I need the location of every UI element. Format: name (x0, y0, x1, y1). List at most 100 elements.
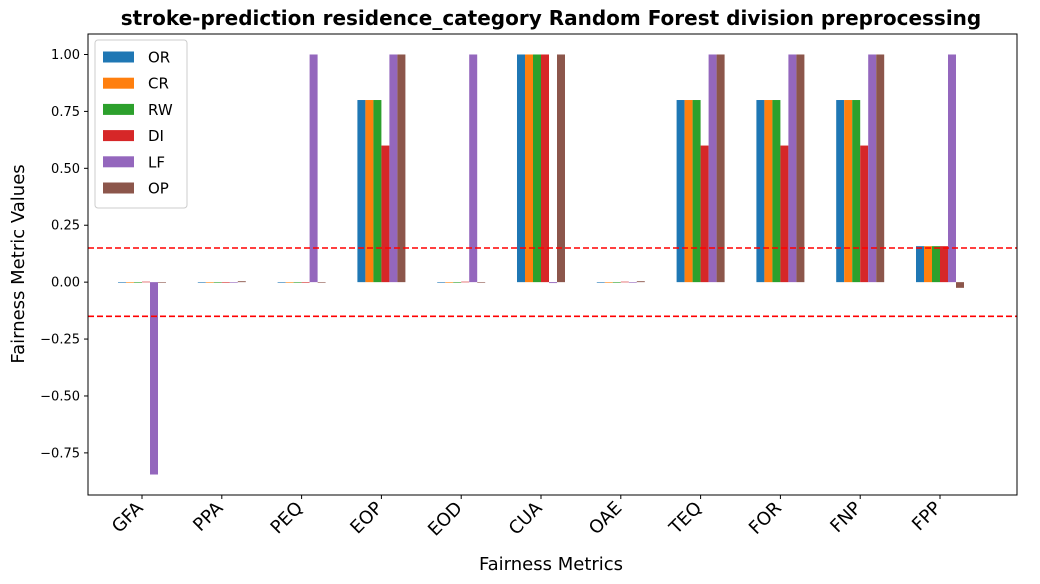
plot-area (88, 54, 1017, 475)
y-tick-label: 1.00 (51, 48, 80, 63)
bar-or-fpp (916, 246, 924, 283)
y-tick-label: −0.25 (40, 333, 80, 348)
x-tick-label-for: FOR (745, 498, 786, 539)
legend-label-rw: RW (148, 101, 173, 119)
bar-di-cua (541, 54, 549, 283)
bar-op-eod (477, 282, 486, 283)
legend-label-lf: LF (148, 153, 165, 171)
y-tick-label: −0.50 (40, 389, 80, 404)
bar-op-fpp (956, 282, 964, 288)
x-tick-label-gfa: GFA (108, 497, 148, 537)
bar-cr-fnp (844, 100, 853, 283)
legend-label-di: DI (148, 127, 164, 145)
bar-di-teq (700, 145, 709, 283)
x-tick-label-eod: EOD (424, 498, 467, 541)
bar-op-for (796, 54, 805, 283)
bar-rw-gfa (134, 282, 142, 283)
bar-op-cua (557, 54, 565, 283)
bar-di-peq (301, 282, 310, 283)
x-tick-label-eop: EOP (346, 498, 387, 539)
plot-frame (87, 33, 1018, 496)
bar-rw-cua (533, 54, 541, 283)
x-tick-label-fnp: FNP (826, 498, 865, 537)
legend-label-or: OR (148, 49, 170, 67)
bar-or-cua (517, 54, 525, 283)
bar-rw-fpp (932, 246, 940, 283)
bar-cr-fpp (924, 246, 932, 283)
legend-swatch-di (103, 130, 134, 142)
bar-cr-ppa (205, 282, 214, 283)
bar-lf-gfa (150, 282, 158, 475)
bar-di-fpp (940, 246, 948, 283)
x-tick-label-ppa: PPA (189, 497, 228, 536)
bar-lf-ppa (229, 282, 238, 283)
bar-lf-fpp (948, 54, 956, 283)
legend-swatch-rw (103, 103, 134, 115)
x-tick-label-peq: PEQ (267, 498, 308, 539)
bar-cr-oae (604, 282, 613, 283)
bar-lf-teq (708, 54, 717, 283)
bar-rw-fnp (852, 100, 861, 283)
bar-di-fnp (860, 145, 869, 283)
bar-rw-eod (453, 282, 462, 283)
y-axis-label: Fairness Metric Values (8, 164, 29, 363)
bar-or-ppa (197, 282, 206, 283)
bar-or-peq (277, 282, 286, 283)
bar-cr-eop (365, 100, 374, 283)
legend-swatch-or (103, 51, 134, 63)
bar-rw-for (772, 100, 781, 283)
legend-swatch-lf (103, 156, 134, 168)
bar-cr-peq (285, 282, 294, 283)
bar-lf-oae (628, 282, 637, 283)
bar-op-gfa (158, 282, 166, 283)
y-tick-label: 0.75 (51, 105, 80, 120)
legend-label-cr: CR (148, 75, 169, 93)
bar-cr-gfa (126, 282, 134, 283)
legend: OR CR RW DI LF OP (94, 39, 188, 209)
bar-lf-eod (469, 54, 478, 283)
bar-op-fnp (876, 54, 885, 283)
bar-di-eop (381, 145, 390, 283)
x-axis: GFA PPA PEQ EOP EOD CUA OAE TEQ FOR FNP FPP (108, 495, 946, 540)
legend-label-op: OP (148, 180, 169, 198)
bar-or-teq (676, 100, 685, 283)
bar-op-oae (636, 281, 645, 283)
legend-swatch-op (103, 182, 134, 194)
bar-di-for (780, 145, 789, 283)
bar-cr-cua (525, 54, 533, 283)
x-tick-label-teq: TEQ (665, 498, 706, 539)
bar-cr-teq (684, 100, 693, 283)
x-axis-label: Fairness Metrics (479, 554, 623, 575)
bar-or-eop (357, 100, 366, 283)
bar-rw-peq (293, 282, 302, 283)
chart-title: stroke-prediction residence_category Ran… (121, 6, 981, 30)
bar-op-teq (716, 54, 725, 283)
bar-cr-for (764, 100, 773, 283)
bar-or-oae (596, 282, 605, 283)
bar-op-ppa (237, 281, 246, 283)
bar-di-gfa (142, 281, 150, 283)
bar-di-ppa (221, 282, 230, 283)
bar-cr-eod (445, 282, 454, 283)
bar-rw-teq (692, 100, 701, 283)
bar-or-gfa (118, 282, 126, 283)
bar-op-eop (397, 54, 406, 283)
legend-swatch-cr (103, 77, 134, 89)
bar-lf-fnp (868, 54, 877, 283)
x-tick-label-cua: CUA (505, 497, 547, 539)
bar-rw-oae (612, 282, 621, 283)
bar-lf-eop (389, 54, 398, 283)
bar-or-fnp (836, 100, 845, 283)
x-tick-label-oae: OAE (585, 498, 626, 539)
bar-di-oae (620, 281, 629, 283)
y-tick-label: −0.75 (40, 446, 80, 461)
bar-rw-ppa (213, 282, 222, 283)
bar-op-peq (317, 282, 326, 283)
bar-or-eod (437, 282, 446, 283)
bar-lf-peq (309, 54, 318, 283)
bar-lf-for (788, 54, 797, 283)
bar-lf-cua (549, 282, 557, 284)
y-axis: −0.75 −0.50 −0.25 0.00 0.25 0.50 0.75 1.00 (40, 48, 88, 461)
y-tick-label: 0.00 (51, 276, 80, 291)
